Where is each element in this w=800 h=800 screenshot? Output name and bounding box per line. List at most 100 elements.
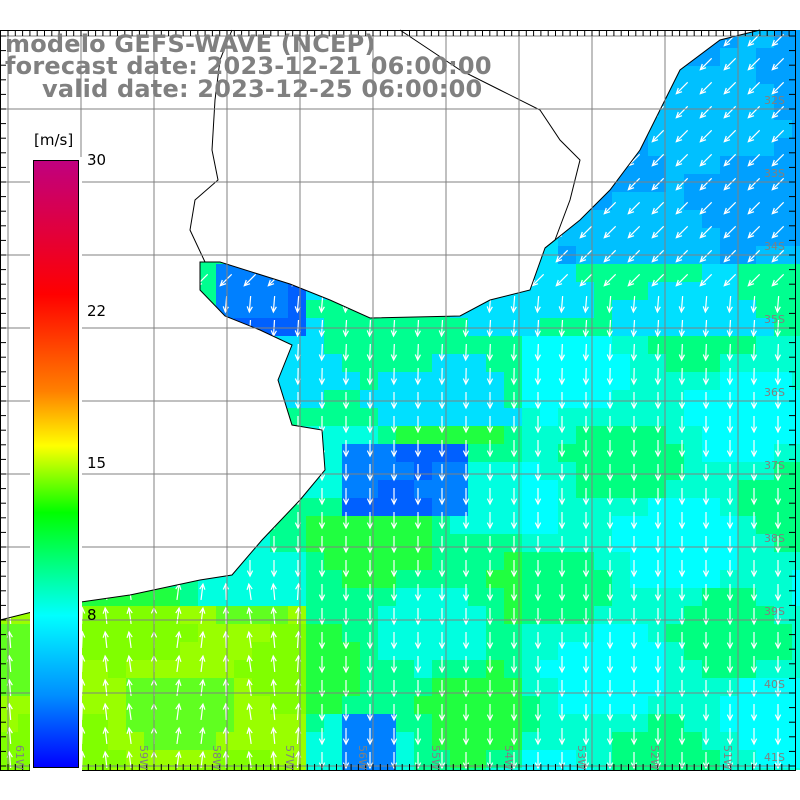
wind-arrow	[510, 295, 517, 314]
wind-arrow	[27, 81, 41, 95]
wind-cell	[234, 408, 252, 426]
wind-arrow	[675, 177, 689, 191]
wind-cell	[756, 768, 774, 770]
wind-arrow	[726, 367, 734, 386]
wind-cell	[252, 534, 270, 552]
wind-arrow	[390, 440, 398, 458]
wind-cell	[198, 390, 216, 408]
wind-arrow	[774, 512, 782, 530]
wind-arrow	[459, 273, 473, 287]
wind-cell	[540, 588, 558, 606]
wind-cell	[666, 498, 684, 516]
wind-cell	[108, 696, 126, 714]
wind-cell	[756, 750, 774, 768]
wind-cell	[594, 570, 612, 588]
wind-arrow	[678, 560, 686, 578]
latitude-label: 32S	[764, 94, 785, 107]
wind-cell	[576, 678, 594, 696]
wind-cell	[0, 174, 18, 192]
wind-arrow	[747, 225, 761, 239]
wind-cell	[648, 498, 666, 516]
wind-arrow	[339, 105, 353, 119]
wind-arrow	[774, 560, 782, 578]
wind-cell	[216, 732, 234, 750]
wind-arrow	[102, 367, 110, 386]
wind-cell	[0, 192, 18, 210]
wind-cell	[684, 516, 702, 534]
wind-arrow	[174, 488, 182, 506]
wind-arrow	[507, 105, 521, 119]
wind-cell	[540, 84, 558, 102]
wind-cell	[108, 354, 126, 372]
wind-cell	[180, 426, 198, 444]
wind-cell	[342, 696, 360, 714]
wind-cell	[162, 552, 180, 570]
wind-cell	[450, 714, 468, 732]
wind-cell	[702, 768, 720, 770]
wind-cell	[90, 228, 108, 246]
wind-arrow	[510, 536, 518, 554]
wind-cell	[738, 192, 756, 210]
wind-cell	[234, 714, 252, 732]
wind-arrow	[171, 201, 185, 215]
wind-cell	[234, 138, 252, 156]
wind-cell	[288, 732, 306, 750]
wind-cell	[324, 372, 342, 390]
wind-arrow	[534, 488, 542, 506]
wind-cell	[504, 642, 522, 660]
wind-arrow	[199, 726, 206, 745]
wind-cell	[684, 768, 702, 770]
wind-arrow	[723, 129, 737, 143]
wind-arrow	[102, 536, 110, 554]
latitude-label: 41S	[764, 751, 785, 764]
wind-cell	[504, 480, 522, 498]
wind-cell	[324, 768, 342, 770]
wind-cell	[702, 120, 720, 138]
wind-arrow	[246, 464, 254, 482]
wind-cell	[630, 624, 648, 642]
wind-cell	[216, 336, 234, 354]
wind-cell	[360, 156, 378, 174]
wind-arrow	[510, 728, 518, 746]
wind-arrow	[174, 343, 182, 362]
wind-arrow	[243, 105, 257, 119]
wind-cell	[450, 642, 468, 660]
wind-cell	[756, 498, 774, 516]
wind-cell	[252, 498, 270, 516]
colorbar-label-22: 22	[87, 302, 107, 320]
wind-arrow	[462, 656, 470, 674]
wind-cell	[594, 408, 612, 426]
wind-arrow	[582, 704, 590, 722]
wind-cell	[504, 426, 522, 444]
wind-cell	[432, 336, 450, 354]
wind-cell	[288, 264, 306, 282]
wind-cell	[180, 750, 198, 768]
wind-cell	[594, 624, 612, 642]
wind-arrow	[414, 440, 422, 458]
wind-cell	[738, 354, 756, 372]
wind-cell	[594, 120, 612, 138]
wind-cell	[540, 732, 558, 750]
wind-arrow	[195, 105, 209, 119]
wind-arrow	[366, 367, 374, 386]
wind-cell	[324, 606, 342, 624]
wind-arrow	[510, 464, 518, 482]
wind-cell	[720, 408, 738, 426]
wind-cell	[666, 642, 684, 660]
wind-cell	[774, 48, 792, 66]
wind-cell	[630, 210, 648, 228]
wind-arrow	[246, 582, 253, 601]
wind-cell	[360, 552, 378, 570]
wind-arrow	[174, 416, 182, 434]
wind-arrow	[726, 632, 734, 650]
wind-cell	[162, 408, 180, 426]
wind-arrow	[534, 392, 542, 410]
wind-arrow	[414, 464, 422, 482]
wind-cell	[522, 354, 540, 372]
wind-cell	[648, 714, 666, 732]
wind-cell	[720, 156, 738, 174]
wind-cell	[90, 552, 108, 570]
wind-arrow	[99, 177, 113, 191]
wind-arrow	[582, 440, 590, 458]
wind-arrow	[366, 416, 374, 434]
